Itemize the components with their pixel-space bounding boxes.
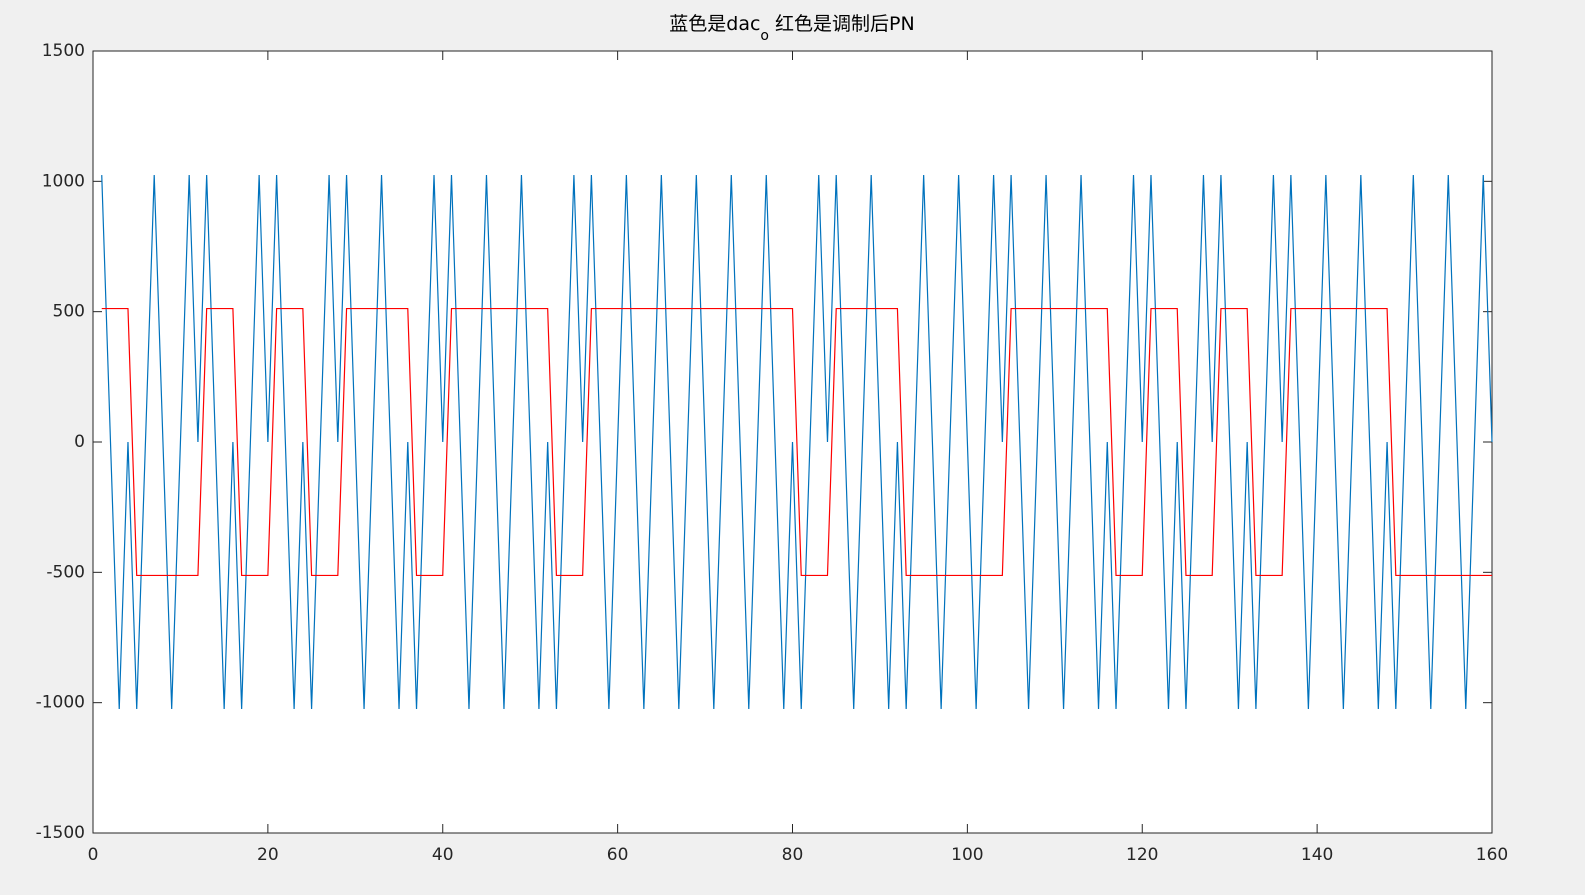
x-tick-label: 80	[782, 845, 804, 865]
title-rest: 红色是调制后PN	[769, 13, 915, 35]
y-tick-label: 1000	[42, 171, 85, 191]
x-tick-label: 0	[88, 845, 99, 865]
title-subscript: o	[760, 28, 769, 44]
y-tick-label: 0	[74, 432, 85, 452]
x-tick-label: 100	[951, 845, 983, 865]
y-tick-label: 500	[53, 302, 85, 322]
x-tick-label: 120	[1126, 845, 1158, 865]
chart-title: 蓝色是daco 红色是调制后PN	[669, 13, 914, 45]
x-tick-label: 140	[1301, 845, 1333, 865]
y-tick-label: -1500	[36, 823, 85, 843]
y-tick-label: -1000	[36, 693, 85, 713]
x-tick-label: 60	[607, 845, 629, 865]
y-tick-label: 1500	[42, 41, 85, 61]
y-tick-label: -500	[46, 562, 85, 582]
title-main: 蓝色是dac	[669, 13, 760, 35]
x-tick-label: 20	[257, 845, 279, 865]
series-line	[101, 307, 1492, 577]
x-tick-label: 40	[432, 845, 454, 865]
x-tick-label: 160	[1476, 845, 1508, 865]
